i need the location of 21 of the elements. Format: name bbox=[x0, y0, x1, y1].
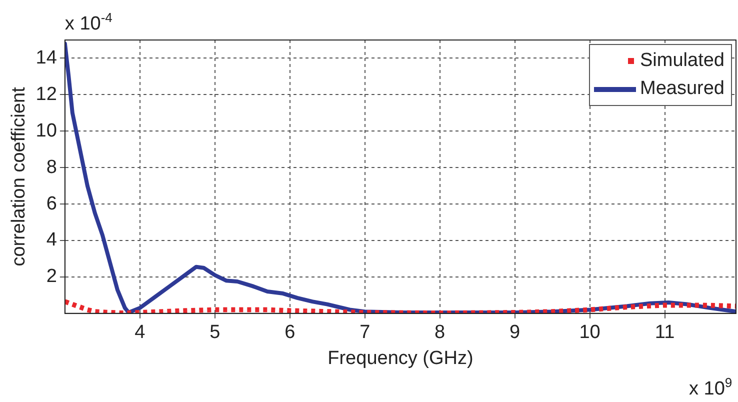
legend-label: Measured bbox=[640, 78, 724, 100]
x-tick-label: 6 bbox=[284, 322, 296, 344]
y-axis-title: correlation coefficient bbox=[8, 86, 30, 266]
x-tick-label: 11 bbox=[654, 322, 675, 344]
x-tick-label: 8 bbox=[434, 322, 446, 344]
x-tick-label: 4 bbox=[134, 322, 146, 344]
x-tick-label: 7 bbox=[360, 322, 370, 344]
y-tick-label: 2 bbox=[46, 266, 57, 288]
legend-label: Simulated bbox=[640, 50, 724, 72]
y-tick-label: 8 bbox=[46, 156, 57, 178]
x-tick-label: 9 bbox=[510, 322, 520, 344]
x-tick-label: 5 bbox=[210, 322, 220, 344]
x-axis-title: Frequency (GHz) bbox=[328, 348, 474, 369]
text: x 10$^{9}$ bbox=[689, 375, 732, 400]
text: x 10$^{-4}$ bbox=[64, 10, 112, 36]
y-tick-label: 6 bbox=[46, 193, 57, 214]
y-tick-label: 14 bbox=[36, 47, 58, 68]
y-tick-label: 4 bbox=[46, 230, 58, 251]
y-tick-label: 10 bbox=[36, 120, 57, 142]
x-tick-label: 10 bbox=[579, 322, 600, 344]
y-tick-label: 12 bbox=[36, 84, 57, 105]
